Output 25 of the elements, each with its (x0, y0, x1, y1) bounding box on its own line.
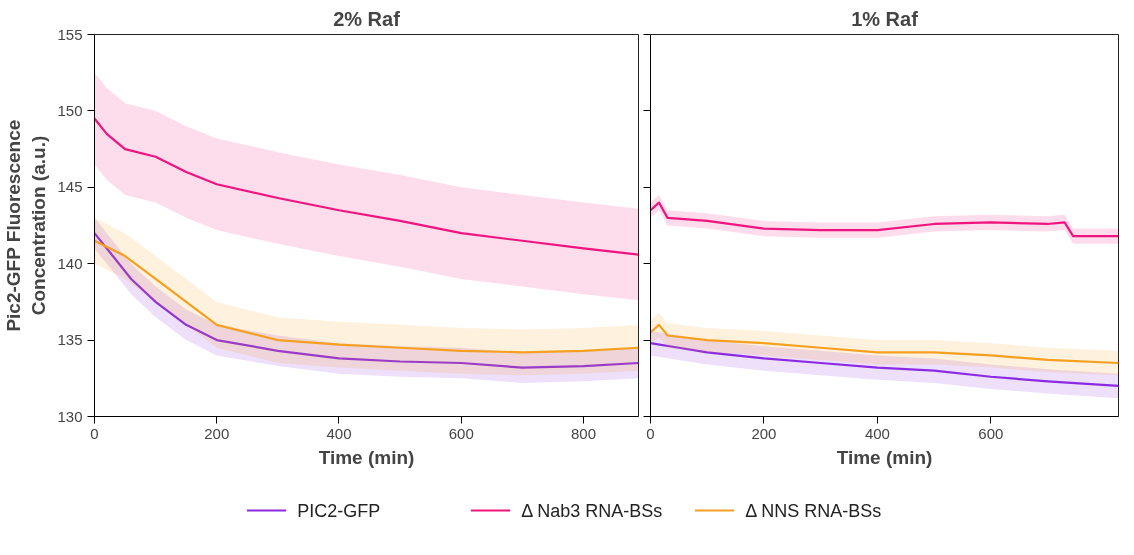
x-tick-label: 0 (90, 424, 99, 442)
chart-title: 2% Raf (333, 7, 401, 30)
line-series (94, 239, 639, 354)
legend-label: PIC2-GFP (297, 500, 381, 521)
y-tick-label: 145 (57, 178, 83, 196)
x-axis-title: Time (min) (836, 446, 933, 468)
x-tick-label: 800 (570, 424, 597, 442)
y-axis-title: Pic2-GFP Fluorescence Concentration (a.u.) (3, 119, 50, 332)
x-tick-label: 200 (204, 424, 230, 442)
y-tick-label: 150 (57, 101, 83, 119)
x-tick-label: 200 (751, 424, 777, 442)
x-tick-label: 600 (448, 424, 474, 442)
x-tick-label: 0 (646, 424, 655, 442)
chart-title: 1% Raf (851, 7, 919, 30)
y-tick-label: 155 (57, 25, 83, 43)
x-tick-label: 400 (326, 424, 352, 442)
y-tick-label: 130 (57, 407, 83, 425)
legend-label: Δ NNS RNA-BSs (745, 500, 882, 521)
x-axis-title: Time (min) (318, 446, 415, 468)
line-series (94, 117, 639, 256)
legend-label: Δ Nab3 RNA-BSs (521, 500, 663, 521)
y-tick-label: 140 (57, 254, 83, 272)
x-tick-label: 600 (978, 424, 1004, 442)
x-tick-label: 400 (864, 424, 890, 442)
y-tick-label: 135 (57, 331, 83, 349)
